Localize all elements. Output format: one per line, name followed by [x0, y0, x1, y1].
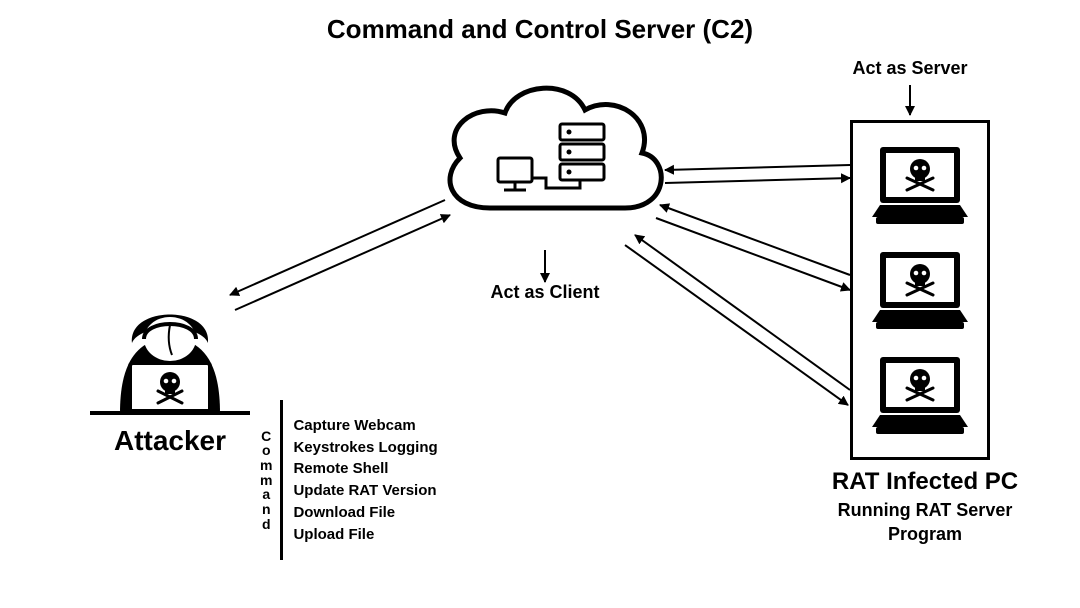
act-as-client-label: Act as Client: [470, 282, 620, 303]
cloud-c2-icon: [420, 58, 680, 258]
command-item: Update RAT Version: [293, 480, 437, 502]
infected-laptop-icon: [866, 351, 974, 439]
title-label: Command and Control Server (C2): [0, 14, 1080, 45]
command-item: Remote Shell: [293, 458, 437, 480]
infected-title-label: RAT Infected PC: [800, 468, 1050, 496]
cloud-to-pc1: [665, 178, 850, 183]
cloud-to-pc3: [625, 245, 848, 405]
pc1-to-cloud: [665, 165, 850, 170]
command-vertical-label: Command: [260, 400, 280, 560]
act-as-server-label: Act as Server: [830, 58, 990, 79]
command-item: Upload File: [293, 524, 437, 546]
diagram-stage: Command and Control Server (C2) Act as C…: [0, 0, 1080, 608]
command-item: Keystrokes Logging: [293, 437, 437, 459]
cloud-to-attacker: [230, 200, 445, 295]
attacker-icon: [80, 265, 260, 425]
command-list: Command Capture WebcamKeystrokes Logging…: [260, 400, 438, 560]
command-items: Capture WebcamKeystrokes LoggingRemote S…: [280, 400, 437, 560]
cloud-to-pc2: [656, 218, 850, 290]
command-item: Capture Webcam: [293, 415, 437, 437]
infected-laptop-icon: [866, 141, 974, 229]
pc3-to-cloud: [635, 235, 850, 390]
command-item: Download File: [293, 502, 437, 524]
infected-pc-box: [850, 120, 990, 460]
infected-sub1-label: Running RAT Server: [800, 500, 1050, 521]
attacker-label: Attacker: [80, 425, 260, 457]
infected-laptop-icon: [866, 246, 974, 334]
attacker-to-cloud: [235, 215, 450, 310]
pc2-to-cloud: [660, 205, 850, 275]
infected-sub2-label: Program: [800, 524, 1050, 545]
